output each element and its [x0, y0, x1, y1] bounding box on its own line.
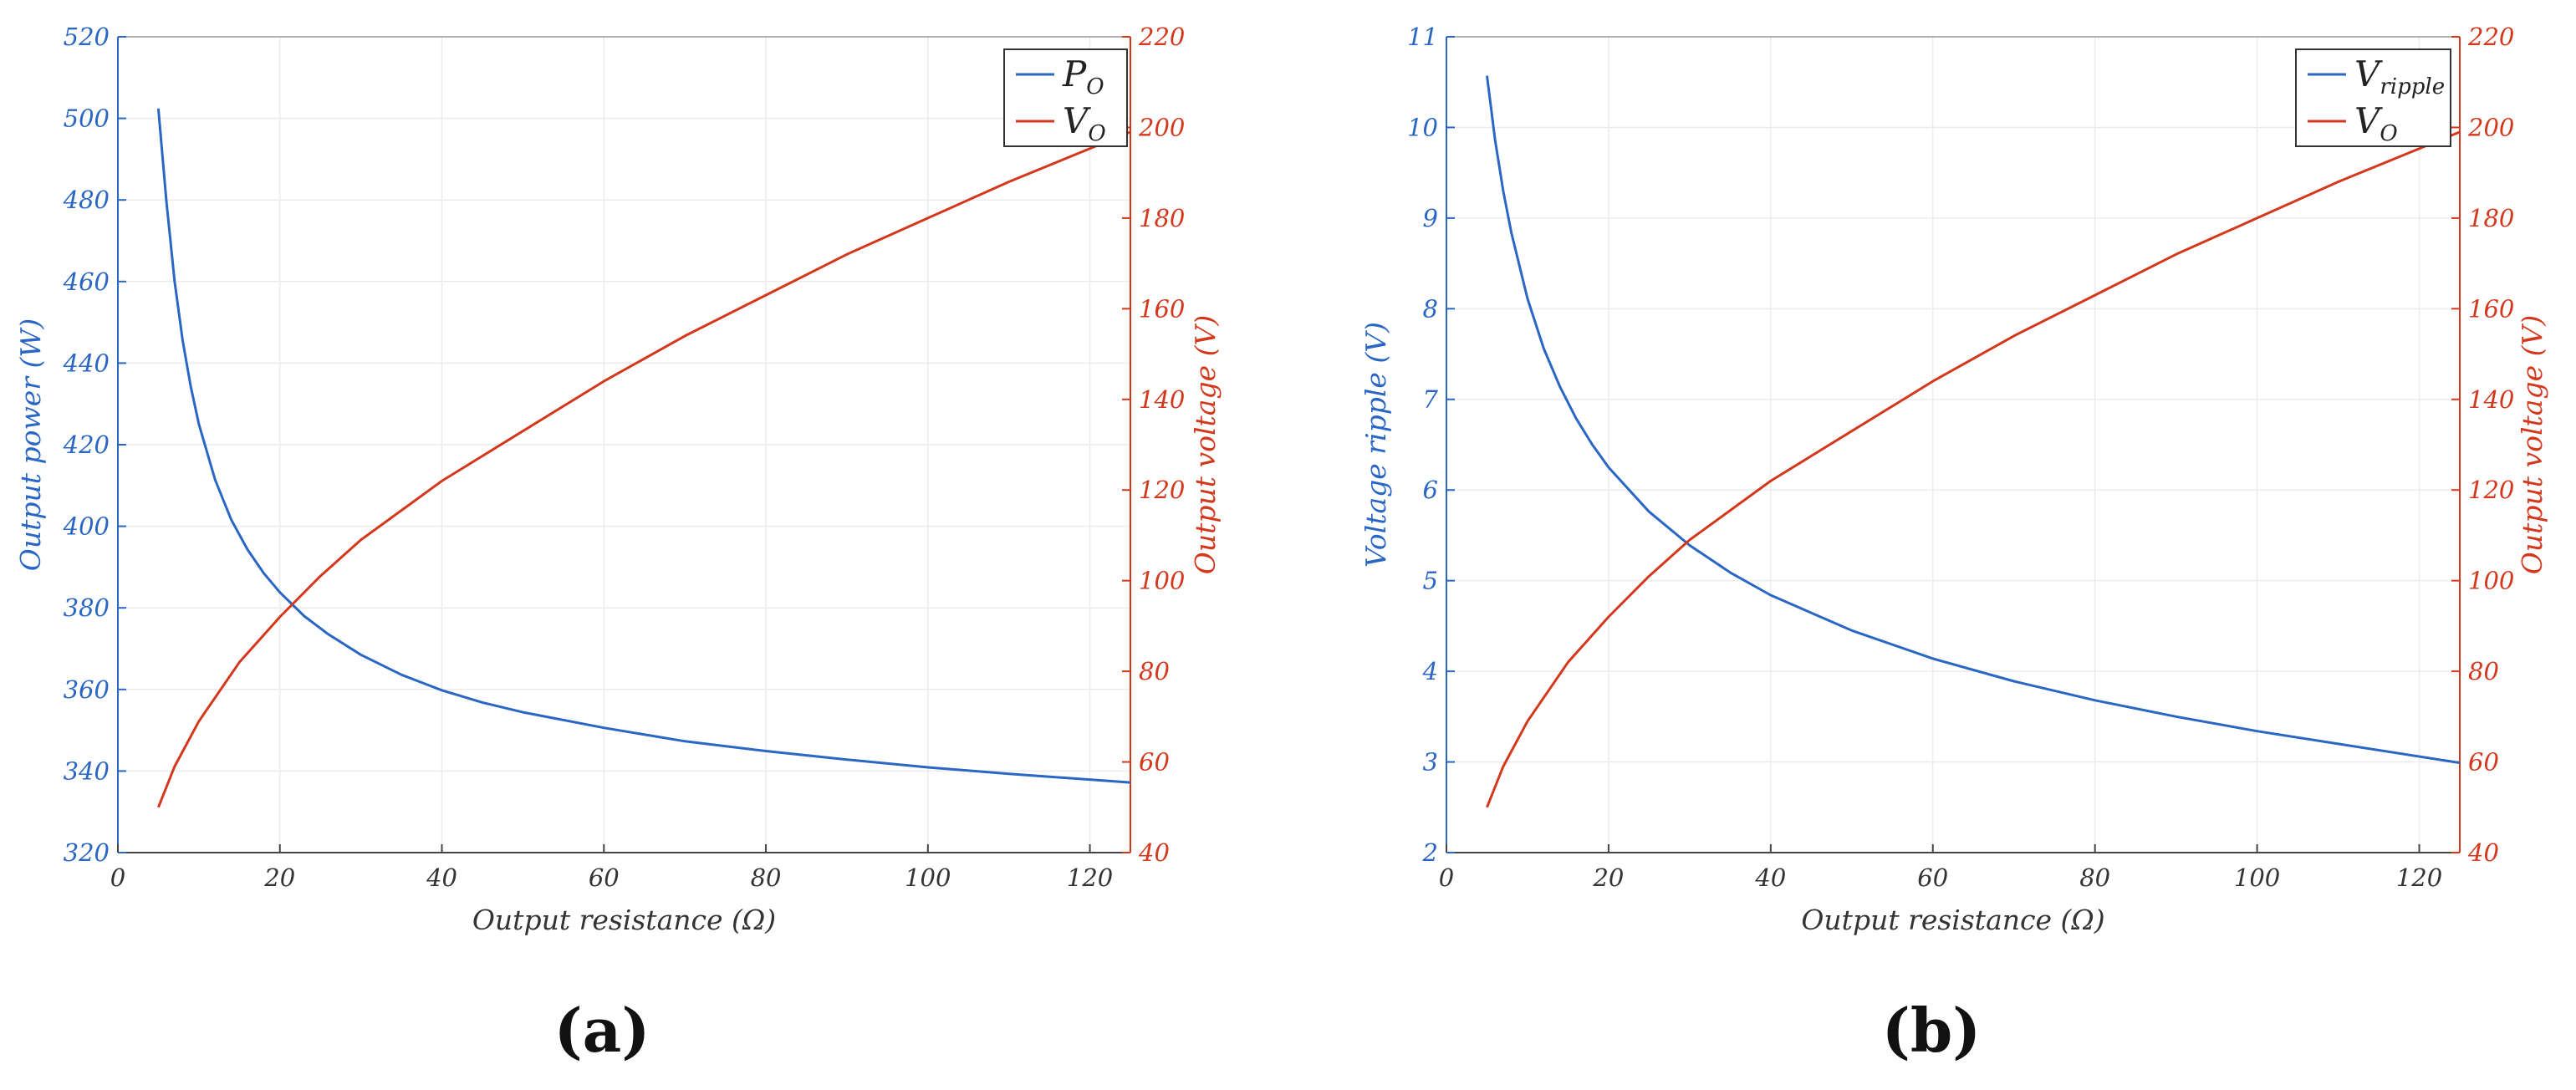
legend-label: Vripple [2354, 53, 2445, 99]
x-tick-label: 0 [110, 863, 125, 892]
x-tick-label: 100 [905, 863, 951, 892]
x-tick-label: 80 [751, 863, 782, 892]
y-left-tick-label: 7 [1423, 385, 1439, 414]
legend-label-main: V [2354, 100, 2383, 141]
y-left-tick-label: 480 [63, 186, 110, 214]
y-left-tick-label: 5 [1423, 567, 1438, 595]
y-right-tick-label: 100 [1139, 567, 1185, 595]
x-axis-label: Output resistance (Ω) [1801, 904, 2104, 936]
y-left-tick-label: 11 [1407, 23, 1438, 51]
y-right-tick-label: 60 [2468, 748, 2499, 777]
y-right-tick-label: 140 [2468, 385, 2514, 414]
y-axis-left-label: Output power (W) [14, 318, 47, 571]
legend-label-subscript: ripple [2380, 74, 2445, 99]
y-right-tick-label: 200 [2467, 113, 2514, 141]
x-tick-label: 0 [1439, 863, 1454, 892]
y-right-tick-label: 160 [2468, 294, 2514, 323]
y-right-tick-label: 220 [1138, 23, 1185, 51]
y-right-tick-label: 180 [1139, 204, 1185, 232]
y-right-tick-label: 40 [2467, 838, 2499, 867]
series-line-1 [157, 130, 1130, 808]
x-tick-label: 80 [2079, 863, 2110, 892]
chart-b: 0 20 40 60 80 100 120 2 3 4 5 6 7 8 9 10 11 40 60 80 100 120 1… [1359, 23, 2548, 1066]
y-left-tick-label: 400 [63, 512, 110, 541]
panel-label: (a) [554, 995, 650, 1066]
chart-a: 0 20 40 60 80 100 120 320 340 360 380 400 420 440 460 4… [14, 23, 1222, 1066]
y-right-tick-label: 200 [1138, 113, 1185, 141]
legend-label-main: P [1062, 53, 1087, 94]
legend-label: PO [1062, 53, 1104, 99]
y-left-tick-label: 500 [64, 104, 110, 133]
y-left-tick-label: 440 [63, 349, 110, 377]
legend-label: VO [1063, 100, 1106, 146]
y-right-tick-label: 160 [1139, 294, 1185, 323]
x-tick-label: 60 [1917, 863, 1948, 892]
y-right-tick-label: 40 [1138, 838, 1170, 867]
y-right-tick-label: 60 [1139, 748, 1170, 777]
legend-label-subscript: O [2380, 121, 2397, 146]
grid [1446, 36, 2460, 853]
y-axis-right-label: Output voltage (V) [2516, 315, 2548, 574]
y-left-tick-label: 3 [1423, 748, 1438, 777]
y-left-tick-label: 10 [1407, 113, 1438, 141]
y-axis-right-label: Output voltage (V) [1189, 315, 1222, 574]
panel-label: (b) [1882, 995, 1981, 1066]
legend-label-subscript: O [1088, 121, 1105, 146]
x-tick-label: 20 [263, 863, 295, 892]
x-tick-label: 100 [2234, 863, 2280, 892]
y-right-tick-label: 140 [1139, 385, 1185, 414]
legend-label-main: V [2354, 53, 2383, 94]
y-left-tick-label: 8 [1423, 294, 1438, 323]
legend-box [2295, 48, 2451, 147]
series-line-0 [1486, 75, 2460, 765]
x-tick-label: 120 [2396, 863, 2442, 892]
y-left-tick-label: 520 [64, 23, 110, 51]
legend-label-main: V [1063, 100, 1091, 141]
y-left-tick-label: 460 [63, 267, 110, 296]
x-tick-label: 60 [589, 863, 620, 892]
y-right-tick-label: 100 [2468, 567, 2514, 595]
x-tick-label: 20 [1592, 863, 1624, 892]
x-tick-label: 40 [1754, 863, 1786, 892]
y-right-tick-label: 120 [2468, 476, 2514, 504]
y-left-tick-label: 340 [64, 756, 110, 785]
y-left-tick-label: 4 [1422, 657, 1438, 685]
series-line-0 [156, 108, 1130, 784]
y-left-tick-label: 360 [64, 675, 110, 704]
legend-label: VO [2354, 100, 2398, 146]
x-axis-label: Output resistance (Ω) [472, 904, 776, 936]
y-right-tick-label: 180 [2468, 204, 2514, 232]
y-right-tick-label: 220 [2467, 23, 2514, 51]
y-axis-left-label: Voltage ripple (V) [1359, 322, 1392, 568]
y-left-tick-label: 380 [64, 593, 110, 622]
y-right-tick-label: 120 [1139, 476, 1185, 504]
y-left-tick-label: 9 [1423, 204, 1438, 232]
y-left-tick-label: 2 [1422, 838, 1438, 867]
legend-box [1003, 48, 1128, 147]
y-left-tick-label: 6 [1423, 476, 1438, 504]
x-tick-label: 120 [1067, 863, 1113, 892]
y-right-tick-label: 80 [1139, 657, 1170, 685]
y-left-tick-label: 320 [64, 838, 110, 867]
x-tick-label: 40 [426, 863, 457, 892]
y-right-tick-label: 80 [2468, 657, 2499, 685]
series-line-1 [1486, 130, 2460, 808]
y-left-tick-label: 420 [63, 430, 110, 459]
legend-label-subscript: O [1086, 74, 1104, 99]
